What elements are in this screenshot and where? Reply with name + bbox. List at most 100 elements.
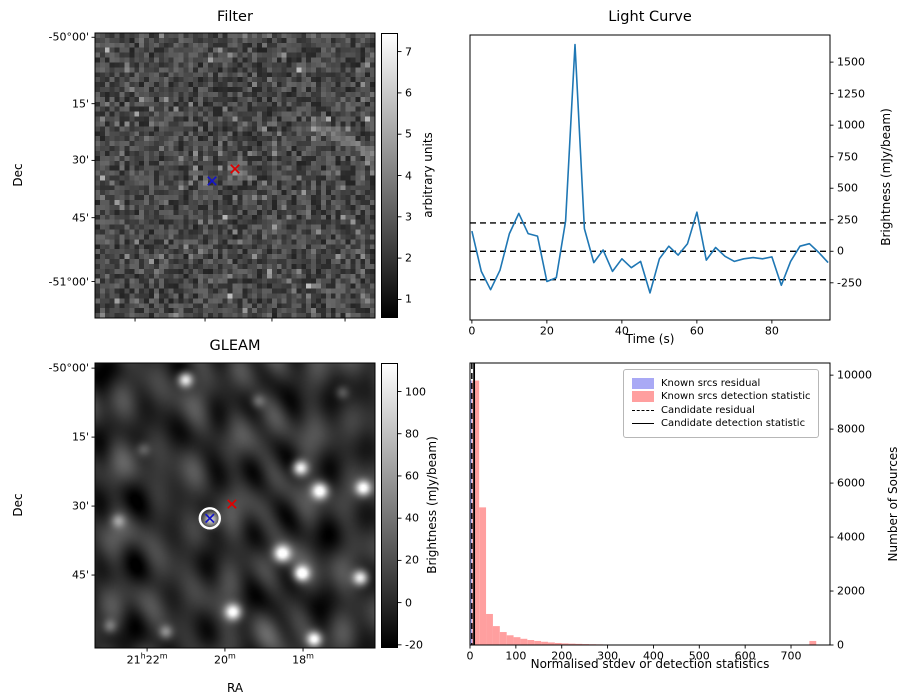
tick-label: 45' — [71, 568, 89, 582]
tick-label: 1500 — [837, 55, 865, 69]
tick-label: 1000 — [837, 118, 865, 132]
hist-bar — [561, 643, 569, 645]
legend-item: Candidate detection statistic — [632, 418, 810, 429]
tick-label: 2 — [405, 251, 412, 265]
tick-label: 30' — [71, 153, 89, 167]
tick-label: 750 — [837, 150, 858, 164]
tick-label: 45' — [71, 211, 89, 225]
tick-label: 60 — [405, 469, 419, 483]
tick-label: 200 — [551, 649, 573, 663]
hist-bar — [541, 641, 548, 645]
tick-label: 30' — [71, 499, 89, 513]
gleam-xlabel: RA — [226, 681, 244, 695]
histogram-legend: Known srcs residual Known srcs detection … — [623, 369, 820, 438]
tick-label: 0 — [837, 244, 844, 258]
hist-bar — [513, 637, 521, 645]
tick-label: 0 — [468, 324, 476, 338]
tick-label: 4 — [405, 169, 412, 182]
tick-label: 6 — [405, 86, 412, 100]
hist-bar — [506, 635, 514, 645]
tick-label: 40 — [614, 324, 629, 338]
filter-title: Filter — [217, 9, 253, 25]
tick-label: 300 — [597, 649, 619, 663]
gleam-title: GLEAM — [209, 338, 261, 354]
tick-label: 40 — [405, 511, 419, 525]
legend-line — [632, 423, 654, 424]
legend-swatch — [632, 377, 654, 389]
tick-label: 2000 — [837, 584, 865, 598]
histogram-ylabel: Number of Sources — [886, 446, 900, 562]
tick-label: 18m — [292, 651, 314, 667]
legend-swatch — [632, 391, 654, 402]
hist-bar — [809, 640, 817, 645]
filter-colorbar — [381, 33, 398, 318]
histogram-xlabel: Normalised stdev or detection statistics — [530, 657, 770, 671]
tick-label: 600 — [734, 649, 756, 663]
gleam-ylabel: Dec — [11, 493, 25, 517]
hist-bar — [492, 626, 500, 645]
tick-label: 20m — [214, 651, 236, 667]
tick-label: 80 — [764, 324, 779, 338]
gleam-image-canvas — [95, 363, 375, 648]
legend-label: Known srcs detection statistic — [661, 391, 811, 402]
hist-bar — [547, 642, 555, 645]
tick-label: 60 — [689, 324, 704, 338]
hist-bar — [486, 613, 493, 645]
legend-item: Candidate residual — [632, 405, 810, 416]
legend-label: Candidate residual — [661, 404, 755, 416]
tick-label: -50°00' — [48, 361, 90, 375]
legend-line — [632, 409, 654, 411]
tick-label: 80 — [405, 427, 419, 441]
tick-label: 1250 — [837, 87, 865, 101]
tick-label: -250 — [837, 276, 862, 290]
tick-label: 0 — [466, 649, 474, 663]
tick-label: 7 — [405, 45, 412, 59]
light-curve-title: Light Curve — [608, 9, 692, 25]
hist-bar — [534, 640, 542, 645]
gleam-colorbar-label: Brightness (mJy/beam) — [425, 436, 439, 574]
legend-item: Known srcs detection statistic — [632, 391, 810, 402]
hist-bar — [470, 380, 472, 645]
tick-label: 400 — [642, 649, 664, 663]
hist-bar — [568, 643, 576, 645]
hist-bar — [554, 642, 562, 645]
filter-image-canvas — [95, 33, 375, 318]
tick-label: 8000 — [837, 422, 865, 436]
tick-label: 15' — [71, 430, 89, 444]
light-curve-xlabel: Time (s) — [625, 332, 675, 346]
tick-label: -50°00' — [48, 30, 90, 44]
hist-bar — [520, 638, 528, 645]
tick-label: 100 — [405, 385, 426, 398]
gleam-colorbar — [381, 363, 398, 648]
tick-label: 100 — [505, 649, 527, 663]
hist-bar — [472, 380, 480, 645]
tick-label: 20 — [539, 324, 554, 338]
tick-label: 6000 — [837, 476, 865, 490]
tick-label: 21h22m — [126, 651, 168, 667]
legend-item: Known srcs residual — [632, 377, 810, 389]
source-circle — [198, 507, 222, 530]
tick-label: 4000 — [837, 530, 865, 544]
tick-label: 15' — [71, 97, 89, 111]
light-curve-line — [471, 43, 829, 294]
filter-colorbar-label: arbitrary units — [421, 132, 435, 218]
tick-label: 0 — [837, 638, 844, 652]
hist-bar — [575, 643, 583, 645]
filter-ylabel: Dec — [11, 163, 25, 187]
light-curve-ylabel: Brightness (mJy/beam) — [879, 108, 893, 246]
hist-bar — [499, 632, 507, 645]
tick-label: 250 — [837, 213, 858, 227]
tick-label: 3 — [405, 210, 412, 224]
tick-label: 10000 — [837, 368, 872, 382]
tick-label: 700 — [780, 649, 802, 663]
tick-label: -20 — [405, 638, 423, 652]
tick-label: -51°00' — [48, 275, 90, 289]
hist-bar — [479, 507, 487, 645]
legend-label: Candidate detection statistic — [661, 418, 806, 429]
tick-label: 0 — [405, 596, 412, 610]
legend-label: Known srcs residual — [661, 377, 761, 389]
tick-label: 20 — [405, 553, 419, 567]
tick-label: 1 — [405, 292, 412, 306]
